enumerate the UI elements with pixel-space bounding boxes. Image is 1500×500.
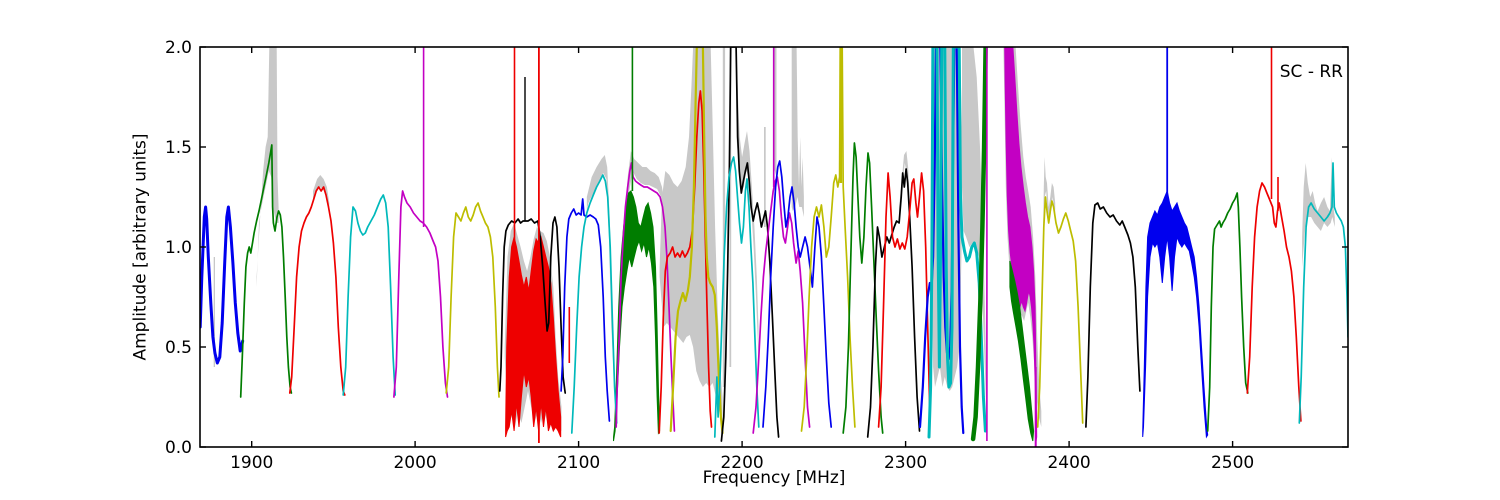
subband-cyan-2330 [927,47,987,439]
gray-2113 [586,155,614,377]
magenta-mass-2370 [1004,47,1038,442]
y-tick-label: 1.0 [165,238,192,258]
y-tick-label: 0.5 [165,338,192,358]
subband-magenta-2003 [393,190,449,398]
subband-cyan-2556 [1298,162,1348,424]
subband-green-2497 [1206,192,1249,432]
x-tick-label: 2000 [393,453,436,473]
red-noise-mass-2072 [505,235,562,438]
x-tick-label: 1900 [230,453,273,473]
subband-red-1940 [288,186,346,396]
x-tick-label: 2400 [1047,453,1090,473]
y-tick-label: 1.5 [165,138,192,158]
data-layer [200,47,1348,447]
gray-2299 [899,151,910,217]
gray-2386 [1042,157,1056,327]
subband-black-2295 [866,168,921,438]
gray-1942 [313,175,330,213]
y-axis-label: Amplitude [arbitrary units] [130,133,151,361]
green-diagonal-2370 [1009,260,1035,442]
blue-noise-mass-2460 [1142,189,1209,439]
corner-annotation: SC - RR [1279,62,1343,82]
subband-yellow-2394 [1036,196,1084,428]
subband-black-2200 [720,47,780,442]
x-tick-label: 2500 [1211,453,1254,473]
subband-cyan-2197 [713,156,760,438]
subband-blue-2322 [918,47,965,435]
subband-green-2273 [842,142,884,434]
gray-2342 [962,47,987,431]
subband-magenta-2224 [752,176,811,434]
gray-2214 [764,127,766,227]
subband-cyan-1972 [342,194,397,396]
gray-2232 [791,47,804,217]
axes-layer: 1900 2000 2100 2200 2300 2400 2500 0.0 0.5 1.0 1.5… [165,38,1349,473]
subband-magenta-2140 [615,162,676,432]
subband-black-2426 [1085,202,1141,428]
x-tick-label: 2300 [884,453,927,473]
gray-2553 [1302,157,1335,267]
x-tick-label: 2100 [557,453,600,473]
subband-blue-2233 [762,160,833,428]
subband-yellow-2035 [445,202,500,398]
subband-blue-1880 [200,205,245,365]
x-tick-label: 2200 [720,453,763,473]
subband-cyan-2110 [570,174,618,434]
green-rising-edge-2346 [970,47,988,442]
subband-black-2068 [498,216,567,394]
subband-red-2300 [877,172,931,428]
subband-green-1910 [239,144,293,398]
gray-col-2189 [722,47,726,387]
subband-yellow-2174 [669,47,724,435]
subband-red-2525 [1246,182,1302,422]
gray-2200 [736,47,759,357]
gray-2140 [623,151,668,257]
y-tick-label: 0.0 [165,438,192,458]
x-axis-label: Frequency [MHz] [702,468,846,488]
subband-blue-2103 [560,198,611,422]
subband-yellow-2253 [800,47,856,432]
y-tick-label: 2.0 [165,38,192,58]
